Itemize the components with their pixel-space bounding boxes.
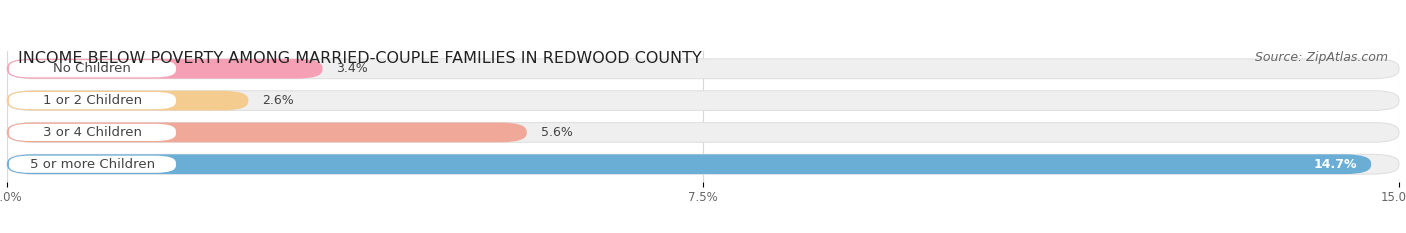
Text: 14.7%: 14.7% [1313,158,1357,171]
FancyBboxPatch shape [7,123,527,142]
FancyBboxPatch shape [8,156,176,173]
Text: 5.6%: 5.6% [540,126,572,139]
Text: 5 or more Children: 5 or more Children [30,158,155,171]
Text: Source: ZipAtlas.com: Source: ZipAtlas.com [1254,51,1388,64]
FancyBboxPatch shape [7,154,1399,174]
Text: No Children: No Children [53,62,131,75]
Text: 3.4%: 3.4% [336,62,368,75]
Text: 1 or 2 Children: 1 or 2 Children [42,94,142,107]
FancyBboxPatch shape [8,92,176,109]
FancyBboxPatch shape [7,91,249,110]
FancyBboxPatch shape [8,60,176,77]
FancyBboxPatch shape [7,59,1399,79]
FancyBboxPatch shape [7,59,322,79]
Text: 3 or 4 Children: 3 or 4 Children [44,126,142,139]
Text: 2.6%: 2.6% [262,94,294,107]
Text: INCOME BELOW POVERTY AMONG MARRIED-COUPLE FAMILIES IN REDWOOD COUNTY: INCOME BELOW POVERTY AMONG MARRIED-COUPL… [18,51,702,66]
FancyBboxPatch shape [8,124,176,141]
FancyBboxPatch shape [7,91,1399,110]
FancyBboxPatch shape [7,123,1399,142]
FancyBboxPatch shape [7,154,1371,174]
